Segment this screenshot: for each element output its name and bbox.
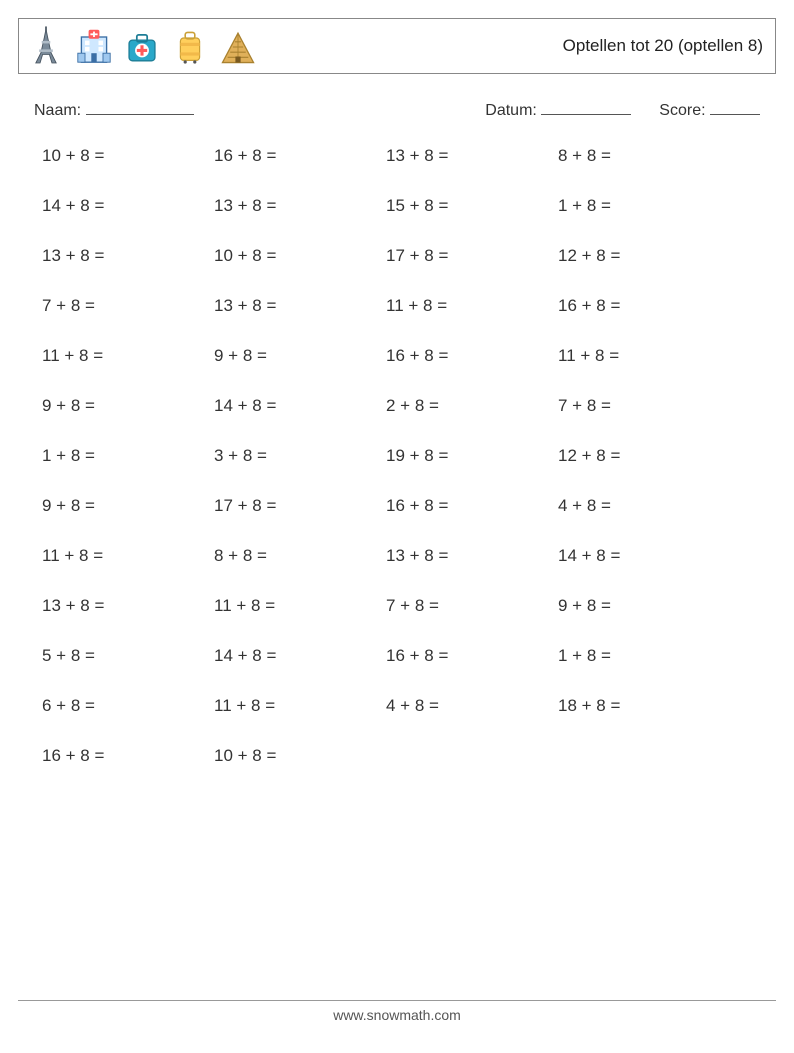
header-icons	[27, 26, 257, 66]
problem-cell: 15 + 8 =	[386, 196, 558, 216]
problem-cell: 18 + 8 =	[558, 696, 730, 716]
problem-cell: 13 + 8 =	[214, 196, 386, 216]
problem-cell: 1 + 8 =	[42, 446, 214, 466]
problem-cell: 13 + 8 =	[214, 296, 386, 316]
problem-cell: 16 + 8 =	[386, 346, 558, 366]
suitcase-icon	[171, 26, 209, 66]
score-field: Score:	[659, 98, 760, 120]
problem-cell: 17 + 8 =	[386, 246, 558, 266]
problem-cell: 14 + 8 =	[42, 196, 214, 216]
problem-cell: 7 + 8 =	[386, 596, 558, 616]
problem-cell: 11 + 8 =	[42, 546, 214, 566]
problem-cell: 14 + 8 =	[558, 546, 730, 566]
problems-grid: 10 + 8 =16 + 8 =13 + 8 =8 + 8 =14 + 8 =1…	[42, 146, 766, 766]
name-label: Naam:	[34, 102, 81, 119]
problem-cell: 4 + 8 =	[558, 496, 730, 516]
problem-cell: 11 + 8 =	[214, 696, 386, 716]
problem-cell: 19 + 8 =	[386, 446, 558, 466]
problem-cell: 9 + 8 =	[214, 346, 386, 366]
eiffel-tower-icon	[27, 26, 65, 66]
problem-cell: 16 + 8 =	[214, 146, 386, 166]
problem-cell: 16 + 8 =	[386, 646, 558, 666]
problem-cell: 12 + 8 =	[558, 246, 730, 266]
problem-cell	[558, 746, 730, 766]
problem-cell: 1 + 8 =	[558, 196, 730, 216]
problem-cell: 10 + 8 =	[214, 246, 386, 266]
first-aid-kit-icon	[123, 26, 161, 66]
problem-cell: 4 + 8 =	[386, 696, 558, 716]
meta-left: Naam:	[34, 98, 194, 120]
problem-cell: 8 + 8 =	[558, 146, 730, 166]
problem-cell: 17 + 8 =	[214, 496, 386, 516]
page-footer: www.snowmath.com	[18, 1000, 776, 1023]
score-blank[interactable]	[710, 98, 760, 115]
problem-cell: 11 + 8 =	[42, 346, 214, 366]
meta-right: Datum: Score:	[485, 98, 760, 120]
date-blank[interactable]	[541, 98, 631, 115]
name-blank[interactable]	[86, 98, 194, 115]
worksheet-page: Optellen tot 20 (optellen 8) Naam: Datum…	[0, 0, 794, 1053]
worksheet-title: Optellen tot 20 (optellen 8)	[563, 36, 763, 56]
problem-cell: 1 + 8 =	[558, 646, 730, 666]
problem-cell: 14 + 8 =	[214, 646, 386, 666]
date-field: Datum:	[485, 98, 631, 120]
problem-cell: 13 + 8 =	[386, 146, 558, 166]
pyramid-icon	[219, 26, 257, 66]
problem-cell: 10 + 8 =	[42, 146, 214, 166]
problem-cell: 10 + 8 =	[214, 746, 386, 766]
problem-cell: 6 + 8 =	[42, 696, 214, 716]
problem-cell	[386, 746, 558, 766]
problem-cell: 16 + 8 =	[386, 496, 558, 516]
problem-cell: 13 + 8 =	[42, 246, 214, 266]
problem-cell: 9 + 8 =	[42, 396, 214, 416]
problem-cell: 11 + 8 =	[386, 296, 558, 316]
hospital-building-icon	[75, 26, 113, 66]
score-label: Score:	[659, 102, 705, 119]
meta-row: Naam: Datum: Score:	[34, 98, 760, 120]
problem-cell: 7 + 8 =	[42, 296, 214, 316]
problem-cell: 9 + 8 =	[558, 596, 730, 616]
footer-text: www.snowmath.com	[333, 1007, 461, 1023]
date-label: Datum:	[485, 102, 537, 119]
problem-cell: 13 + 8 =	[386, 546, 558, 566]
problem-cell: 11 + 8 =	[214, 596, 386, 616]
problem-cell: 3 + 8 =	[214, 446, 386, 466]
problem-cell: 14 + 8 =	[214, 396, 386, 416]
problem-cell: 8 + 8 =	[214, 546, 386, 566]
header-box: Optellen tot 20 (optellen 8)	[18, 18, 776, 74]
problem-cell: 11 + 8 =	[558, 346, 730, 366]
problem-cell: 12 + 8 =	[558, 446, 730, 466]
problems-section: 10 + 8 =16 + 8 =13 + 8 =8 + 8 =14 + 8 =1…	[42, 146, 766, 766]
problem-cell: 16 + 8 =	[42, 746, 214, 766]
problem-cell: 9 + 8 =	[42, 496, 214, 516]
name-field: Naam:	[34, 98, 194, 120]
problem-cell: 5 + 8 =	[42, 646, 214, 666]
problem-cell: 2 + 8 =	[386, 396, 558, 416]
problem-cell: 7 + 8 =	[558, 396, 730, 416]
problem-cell: 13 + 8 =	[42, 596, 214, 616]
problem-cell: 16 + 8 =	[558, 296, 730, 316]
